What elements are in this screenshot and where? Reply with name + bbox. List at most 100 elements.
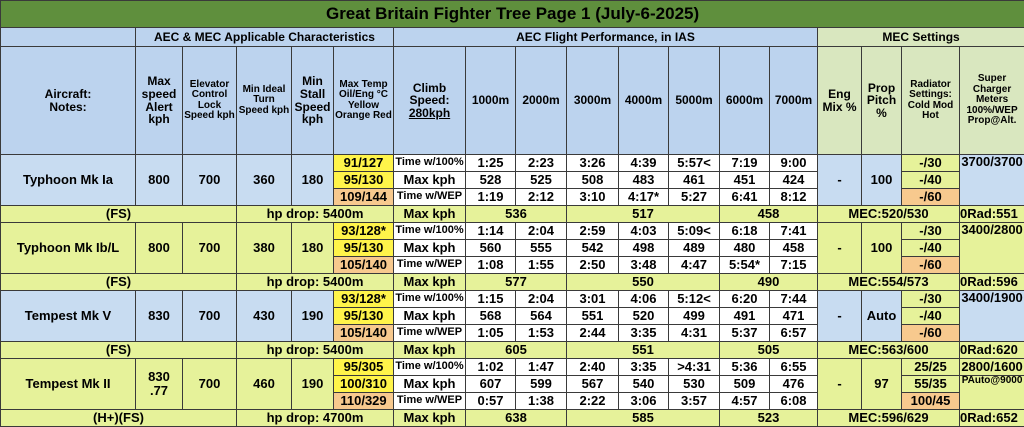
perf-value: 6:57 [770,325,818,342]
perf-value: 1:55 [516,257,567,274]
group-mec-settings: MEC Settings [818,28,1024,47]
page-title: Great Britain Fighter Tree Page 1 (July-… [1,1,1024,28]
radiator-value: -/60 [902,325,960,342]
perf-value: 461 [669,172,720,189]
prop-pitch-value: 97 [862,359,902,410]
perf-value: 7:41 [770,223,818,240]
perf-value: 4:31 [669,325,720,342]
hp-drop: hp drop: 5400m [237,206,394,223]
wep-mid: 585 [567,410,720,427]
perf-value: 530 [669,376,720,393]
perf-value: 564 [516,308,567,325]
perf-row-label: Time w/100% [394,291,466,308]
perf-value: 1:47 [516,359,567,376]
engine-note: (FS) [1,342,237,359]
radiator-value: -/30 [902,291,960,308]
perf-value: 540 [619,376,669,393]
header-temp: Max Temp Oil/Eng °C Yellow Orange Red [334,47,394,155]
orad-speed: 0Rad:551 [960,206,1024,223]
turn-speed-value: 460 [237,359,292,410]
perf-value: 5:12< [669,291,720,308]
perf-value: 1:14 [466,223,516,240]
aircraft-name: Tempest Mk II [1,359,136,410]
max-speed-value: 800 [136,155,183,206]
perf-value: 424 [770,172,818,189]
perf-value: 5:37 [720,325,770,342]
perf-row-label: Max kph [394,376,466,393]
perf-value: 7:15 [770,257,818,274]
elevator-lock-value: 700 [183,359,237,410]
header-radiator: Radiator Settings: Cold Mod Hot [902,47,960,155]
perf-value: 2:59 [567,223,619,240]
stall-speed-value: 180 [292,223,334,274]
perf-value: 3:06 [619,393,669,410]
stall-speed-value: 190 [292,291,334,342]
perf-value: 3:26 [567,155,619,172]
header-climb: Climb Speed:280kph [394,47,466,155]
temp-value: 93/128* [334,223,394,240]
perf-value: 599 [516,376,567,393]
perf-value: 1:05 [466,325,516,342]
max-speed-value: 800 [136,223,183,274]
header-alt-6000: 6000m [720,47,770,155]
turn-speed-value: 380 [237,223,292,274]
perf-value: 3:01 [567,291,619,308]
radiator-value: -/40 [902,240,960,257]
perf-value: 8:12 [770,189,818,206]
aircraft-name: Tempest Mk V [1,291,136,342]
temp-value: 95/130 [334,308,394,325]
header-alt-2000: 2000m [516,47,567,155]
eng-mix-value: - [818,223,862,274]
header-blank [1,28,136,47]
perf-row-label: Time w/100% [394,223,466,240]
stall-speed-value: 180 [292,155,334,206]
perf-value: 509 [720,376,770,393]
perf-value: 6:20 [720,291,770,308]
wep-low: 638 [466,410,567,427]
perf-value: 2:04 [516,223,567,240]
radiator-value: -/60 [902,189,960,206]
group-characteristics: AEC & MEC Applicable Characteristics [136,28,394,47]
perf-value: 9:00 [770,155,818,172]
perf-row-label: Time w/100% [394,359,466,376]
eng-mix-value: - [818,291,862,342]
temp-value: 91/127 [334,155,394,172]
wep-label: Max kph [394,274,466,291]
eng-mix-value: - [818,359,862,410]
max-speed-value: 830.77 [136,359,183,410]
perf-value: 499 [669,308,720,325]
perf-value: 1:53 [516,325,567,342]
wep-high: 458 [720,206,818,223]
temp-value: 110/329 [334,393,394,410]
radiator-value: 25/25 [902,359,960,376]
perf-value: 2:44 [567,325,619,342]
perf-value: 5:09< [669,223,720,240]
aircraft-name: Typhoon Mk Ib/L [1,223,136,274]
perf-value: 6:18 [720,223,770,240]
supercharger-value: 2800/1600 [960,359,1024,376]
perf-value: 471 [770,308,818,325]
hp-drop: hp drop: 4700m [237,410,394,427]
perf-value: 508 [567,172,619,189]
header-eng-mix: Eng Mix % [818,47,862,155]
temp-value: 105/140 [334,325,394,342]
header-stall: Min Stall Speed kph [292,47,334,155]
perf-value: 2:22 [567,393,619,410]
engine-note: (FS) [1,274,237,291]
perf-value: 1:38 [516,393,567,410]
perf-row-label: Time w/WEP [394,325,466,342]
wep-mid: 517 [567,206,720,223]
perf-value: 458 [770,240,818,257]
perf-value: 4:17* [619,189,669,206]
radiator-value: -/30 [902,155,960,172]
mec-speeds: MEC:520/530 [818,206,960,223]
prop-pitch-value: 100 [862,223,902,274]
header-aircraft: Aircraft: Notes: [1,47,136,155]
radiator-value: 100/45 [902,393,960,410]
radiator-value: -/40 [902,308,960,325]
